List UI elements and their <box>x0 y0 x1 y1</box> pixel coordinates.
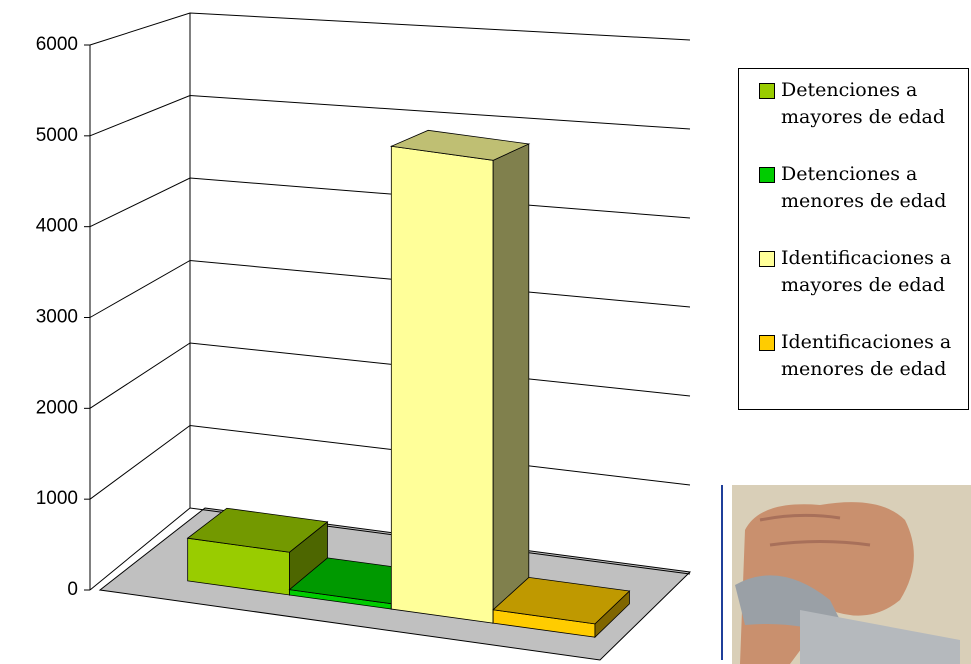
legend-swatch <box>759 83 775 99</box>
bar <box>186 507 329 596</box>
bar-side <box>492 143 530 625</box>
bar-front <box>390 145 494 624</box>
bar <box>492 576 631 639</box>
y-tick-label: 4000 <box>36 216 78 237</box>
grid-line <box>89 177 691 228</box>
legend-item: Identificaciones a mayores de edad <box>759 245 969 299</box>
bar-top <box>492 576 631 625</box>
legend-swatch <box>759 167 775 183</box>
plot: 0 1000 2000 3000 4000 5000 6000 <box>36 12 692 661</box>
legend-item: Detenciones a menores de edad <box>759 161 969 215</box>
legend-item: Detenciones a mayores de edad <box>759 77 969 131</box>
grid-line <box>89 424 691 500</box>
legend-swatch <box>759 335 775 351</box>
bar-top <box>389 129 531 161</box>
grid-line <box>89 94 691 137</box>
y-tick-label: 0 <box>67 579 78 600</box>
y-tick-label: 1000 <box>36 488 78 509</box>
legend-label: Detenciones a mayores de edad <box>781 79 945 128</box>
bar <box>389 129 531 625</box>
y-tick-label: 6000 <box>36 34 78 55</box>
grid-line <box>89 259 691 318</box>
legend-label: Identificaciones a mayores de edad <box>781 247 952 296</box>
y-tick-label: 3000 <box>36 307 78 328</box>
photo <box>721 485 971 664</box>
legend-item: Identificaciones a menores de edad <box>759 329 969 383</box>
legend-swatch <box>759 251 775 267</box>
legend-label: Detenciones a menores de edad <box>781 163 947 212</box>
grid-line <box>89 12 691 46</box>
legend: Detenciones a mayores de edad Detenciones… <box>738 68 969 410</box>
y-tick-label: 5000 <box>36 125 78 146</box>
bar-top <box>186 507 329 553</box>
grid-line <box>89 342 691 409</box>
legend-label: Identificaciones a menores de edad <box>781 331 952 380</box>
y-tick-label: 2000 <box>36 397 78 418</box>
